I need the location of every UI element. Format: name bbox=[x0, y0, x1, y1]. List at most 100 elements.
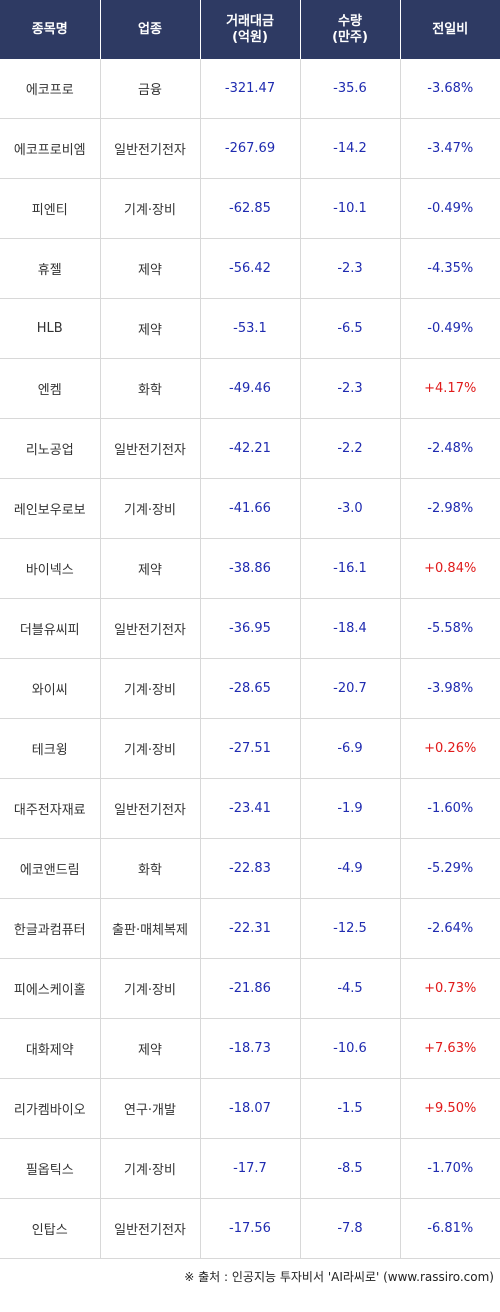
trade-amount-cell: -27.51 bbox=[200, 718, 301, 779]
trade-amount-cell: -321.47 bbox=[200, 59, 301, 119]
trade-amount-cell: -38.86 bbox=[200, 538, 301, 599]
sector-cell: 일반전기전자 bbox=[100, 598, 201, 659]
stock-name-cell: 레인보우로보 bbox=[0, 478, 101, 539]
change-cell: -4.35% bbox=[400, 238, 500, 299]
header-change: 전일비 bbox=[400, 0, 500, 59]
table-row: 에코프로비엠 일반전기전자 -267.69 -14.2 -3.47% bbox=[0, 118, 500, 179]
stock-name-cell: HLB bbox=[0, 298, 101, 359]
source-footer: ※ 출처 : 인공지능 투자비서 'AI라씨로' (www.rassiro.co… bbox=[184, 1270, 494, 1284]
sector-cell: 기계·장비 bbox=[100, 1138, 201, 1199]
sector-cell: 기계·장비 bbox=[100, 658, 201, 719]
sector-cell: 일반전기전자 bbox=[100, 118, 201, 179]
change-cell: -2.48% bbox=[400, 418, 500, 479]
table-row: HLB 제약 -53.1 -6.5 -0.49% bbox=[0, 298, 500, 359]
trade-amount-cell: -22.83 bbox=[200, 838, 301, 899]
sector-cell: 출판·매체복제 bbox=[100, 898, 201, 959]
header-stock-name: 종목명 bbox=[0, 0, 101, 59]
sector-cell: 일반전기전자 bbox=[100, 778, 201, 839]
sector-cell: 일반전기전자 bbox=[100, 1198, 201, 1259]
stock-name-cell: 피에스케이홀 bbox=[0, 958, 101, 1019]
trade-amount-cell: -23.41 bbox=[200, 778, 301, 839]
stock-name-cell: 휴젤 bbox=[0, 238, 101, 299]
quantity-cell: -10.1 bbox=[300, 178, 401, 239]
sector-cell: 제약 bbox=[100, 538, 201, 599]
change-cell: +9.50% bbox=[400, 1078, 500, 1139]
trade-amount-cell: -21.86 bbox=[200, 958, 301, 1019]
sector-cell: 일반전기전자 bbox=[100, 418, 201, 479]
sector-cell: 화학 bbox=[100, 838, 201, 899]
header-trade-amount: 거래대금 (억원) bbox=[200, 0, 301, 59]
quantity-cell: -8.5 bbox=[300, 1138, 401, 1199]
table-row: 바이넥스 제약 -38.86 -16.1 +0.84% bbox=[0, 538, 500, 599]
stock-name-cell: 와이씨 bbox=[0, 658, 101, 719]
table-row: 더블유씨피 일반전기전자 -36.95 -18.4 -5.58% bbox=[0, 598, 500, 659]
change-cell: -1.60% bbox=[400, 778, 500, 839]
quantity-cell: -14.2 bbox=[300, 118, 401, 179]
quantity-cell: -1.9 bbox=[300, 778, 401, 839]
stock-name-cell: 바이넥스 bbox=[0, 538, 101, 599]
change-cell: +0.73% bbox=[400, 958, 500, 1019]
table-row: 대화제약 제약 -18.73 -10.6 +7.63% bbox=[0, 1018, 500, 1079]
stock-name-cell: 더블유씨피 bbox=[0, 598, 101, 659]
trade-amount-cell: -56.42 bbox=[200, 238, 301, 299]
quantity-cell: -1.5 bbox=[300, 1078, 401, 1139]
trade-amount-cell: -53.1 bbox=[200, 298, 301, 359]
trade-amount-cell: -62.85 bbox=[200, 178, 301, 239]
change-cell: -3.47% bbox=[400, 118, 500, 179]
sector-cell: 금융 bbox=[100, 59, 201, 119]
table-row: 엔켐 화학 -49.46 -2.3 +4.17% bbox=[0, 358, 500, 419]
stock-table: 종목명 업종 거래대금 (억원) 수량 (만주) 전일비 에코프로 금융 -321.47… bbox=[0, 0, 500, 1259]
stock-name-cell: 에코앤드림 bbox=[0, 838, 101, 899]
quantity-cell: -2.2 bbox=[300, 418, 401, 479]
trade-amount-cell: -17.7 bbox=[200, 1138, 301, 1199]
quantity-cell: -2.3 bbox=[300, 238, 401, 299]
change-cell: -5.58% bbox=[400, 598, 500, 659]
sector-cell: 제약 bbox=[100, 298, 201, 359]
stock-name-cell: 피엔티 bbox=[0, 178, 101, 239]
change-cell: -0.49% bbox=[400, 178, 500, 239]
trade-amount-cell: -42.21 bbox=[200, 418, 301, 479]
stock-name-cell: 필옵틱스 bbox=[0, 1138, 101, 1199]
change-cell: -3.98% bbox=[400, 658, 500, 719]
table-header-row: 종목명 업종 거래대금 (억원) 수량 (만주) 전일비 bbox=[0, 0, 500, 59]
stock-name-cell: 인탑스 bbox=[0, 1198, 101, 1259]
trade-amount-cell: -267.69 bbox=[200, 118, 301, 179]
quantity-cell: -2.3 bbox=[300, 358, 401, 419]
table-row: 와이씨 기계·장비 -28.65 -20.7 -3.98% bbox=[0, 658, 500, 719]
table-row: 인탑스 일반전기전자 -17.56 -7.8 -6.81% bbox=[0, 1198, 500, 1259]
table-row: 리노공업 일반전기전자 -42.21 -2.2 -2.48% bbox=[0, 418, 500, 479]
stock-name-cell: 테크윙 bbox=[0, 718, 101, 779]
table-row: 대주전자재료 일반전기전자 -23.41 -1.9 -1.60% bbox=[0, 778, 500, 839]
change-cell: -5.29% bbox=[400, 838, 500, 899]
stock-name-cell: 리가켐바이오 bbox=[0, 1078, 101, 1139]
table-row: 피에스케이홀 기계·장비 -21.86 -4.5 +0.73% bbox=[0, 958, 500, 1019]
sector-cell: 기계·장비 bbox=[100, 958, 201, 1019]
table-row: 레인보우로보 기계·장비 -41.66 -3.0 -2.98% bbox=[0, 478, 500, 539]
table-row: 에코프로 금융 -321.47 -35.6 -3.68% bbox=[0, 59, 500, 119]
table-row: 테크윙 기계·장비 -27.51 -6.9 +0.26% bbox=[0, 718, 500, 779]
sector-cell: 화학 bbox=[100, 358, 201, 419]
sector-cell: 연구·개발 bbox=[100, 1078, 201, 1139]
stock-name-cell: 리노공업 bbox=[0, 418, 101, 479]
change-cell: -2.64% bbox=[400, 898, 500, 959]
header-sector: 업종 bbox=[100, 0, 201, 59]
stock-name-cell: 한글과컴퓨터 bbox=[0, 898, 101, 959]
trade-amount-cell: -49.46 bbox=[200, 358, 301, 419]
stock-name-cell: 엔켐 bbox=[0, 358, 101, 419]
trade-amount-cell: -41.66 bbox=[200, 478, 301, 539]
quantity-cell: -20.7 bbox=[300, 658, 401, 719]
table-row: 필옵틱스 기계·장비 -17.7 -8.5 -1.70% bbox=[0, 1138, 500, 1199]
change-cell: -0.49% bbox=[400, 298, 500, 359]
quantity-cell: -35.6 bbox=[300, 59, 401, 119]
sector-cell: 기계·장비 bbox=[100, 718, 201, 779]
trade-amount-cell: -28.65 bbox=[200, 658, 301, 719]
sector-cell: 제약 bbox=[100, 1018, 201, 1079]
quantity-cell: -6.9 bbox=[300, 718, 401, 779]
quantity-cell: -3.0 bbox=[300, 478, 401, 539]
sector-cell: 제약 bbox=[100, 238, 201, 299]
table-row: 리가켐바이오 연구·개발 -18.07 -1.5 +9.50% bbox=[0, 1078, 500, 1139]
quantity-cell: -7.8 bbox=[300, 1198, 401, 1259]
change-cell: +7.63% bbox=[400, 1018, 500, 1079]
quantity-cell: -4.9 bbox=[300, 838, 401, 899]
change-cell: -1.70% bbox=[400, 1138, 500, 1199]
